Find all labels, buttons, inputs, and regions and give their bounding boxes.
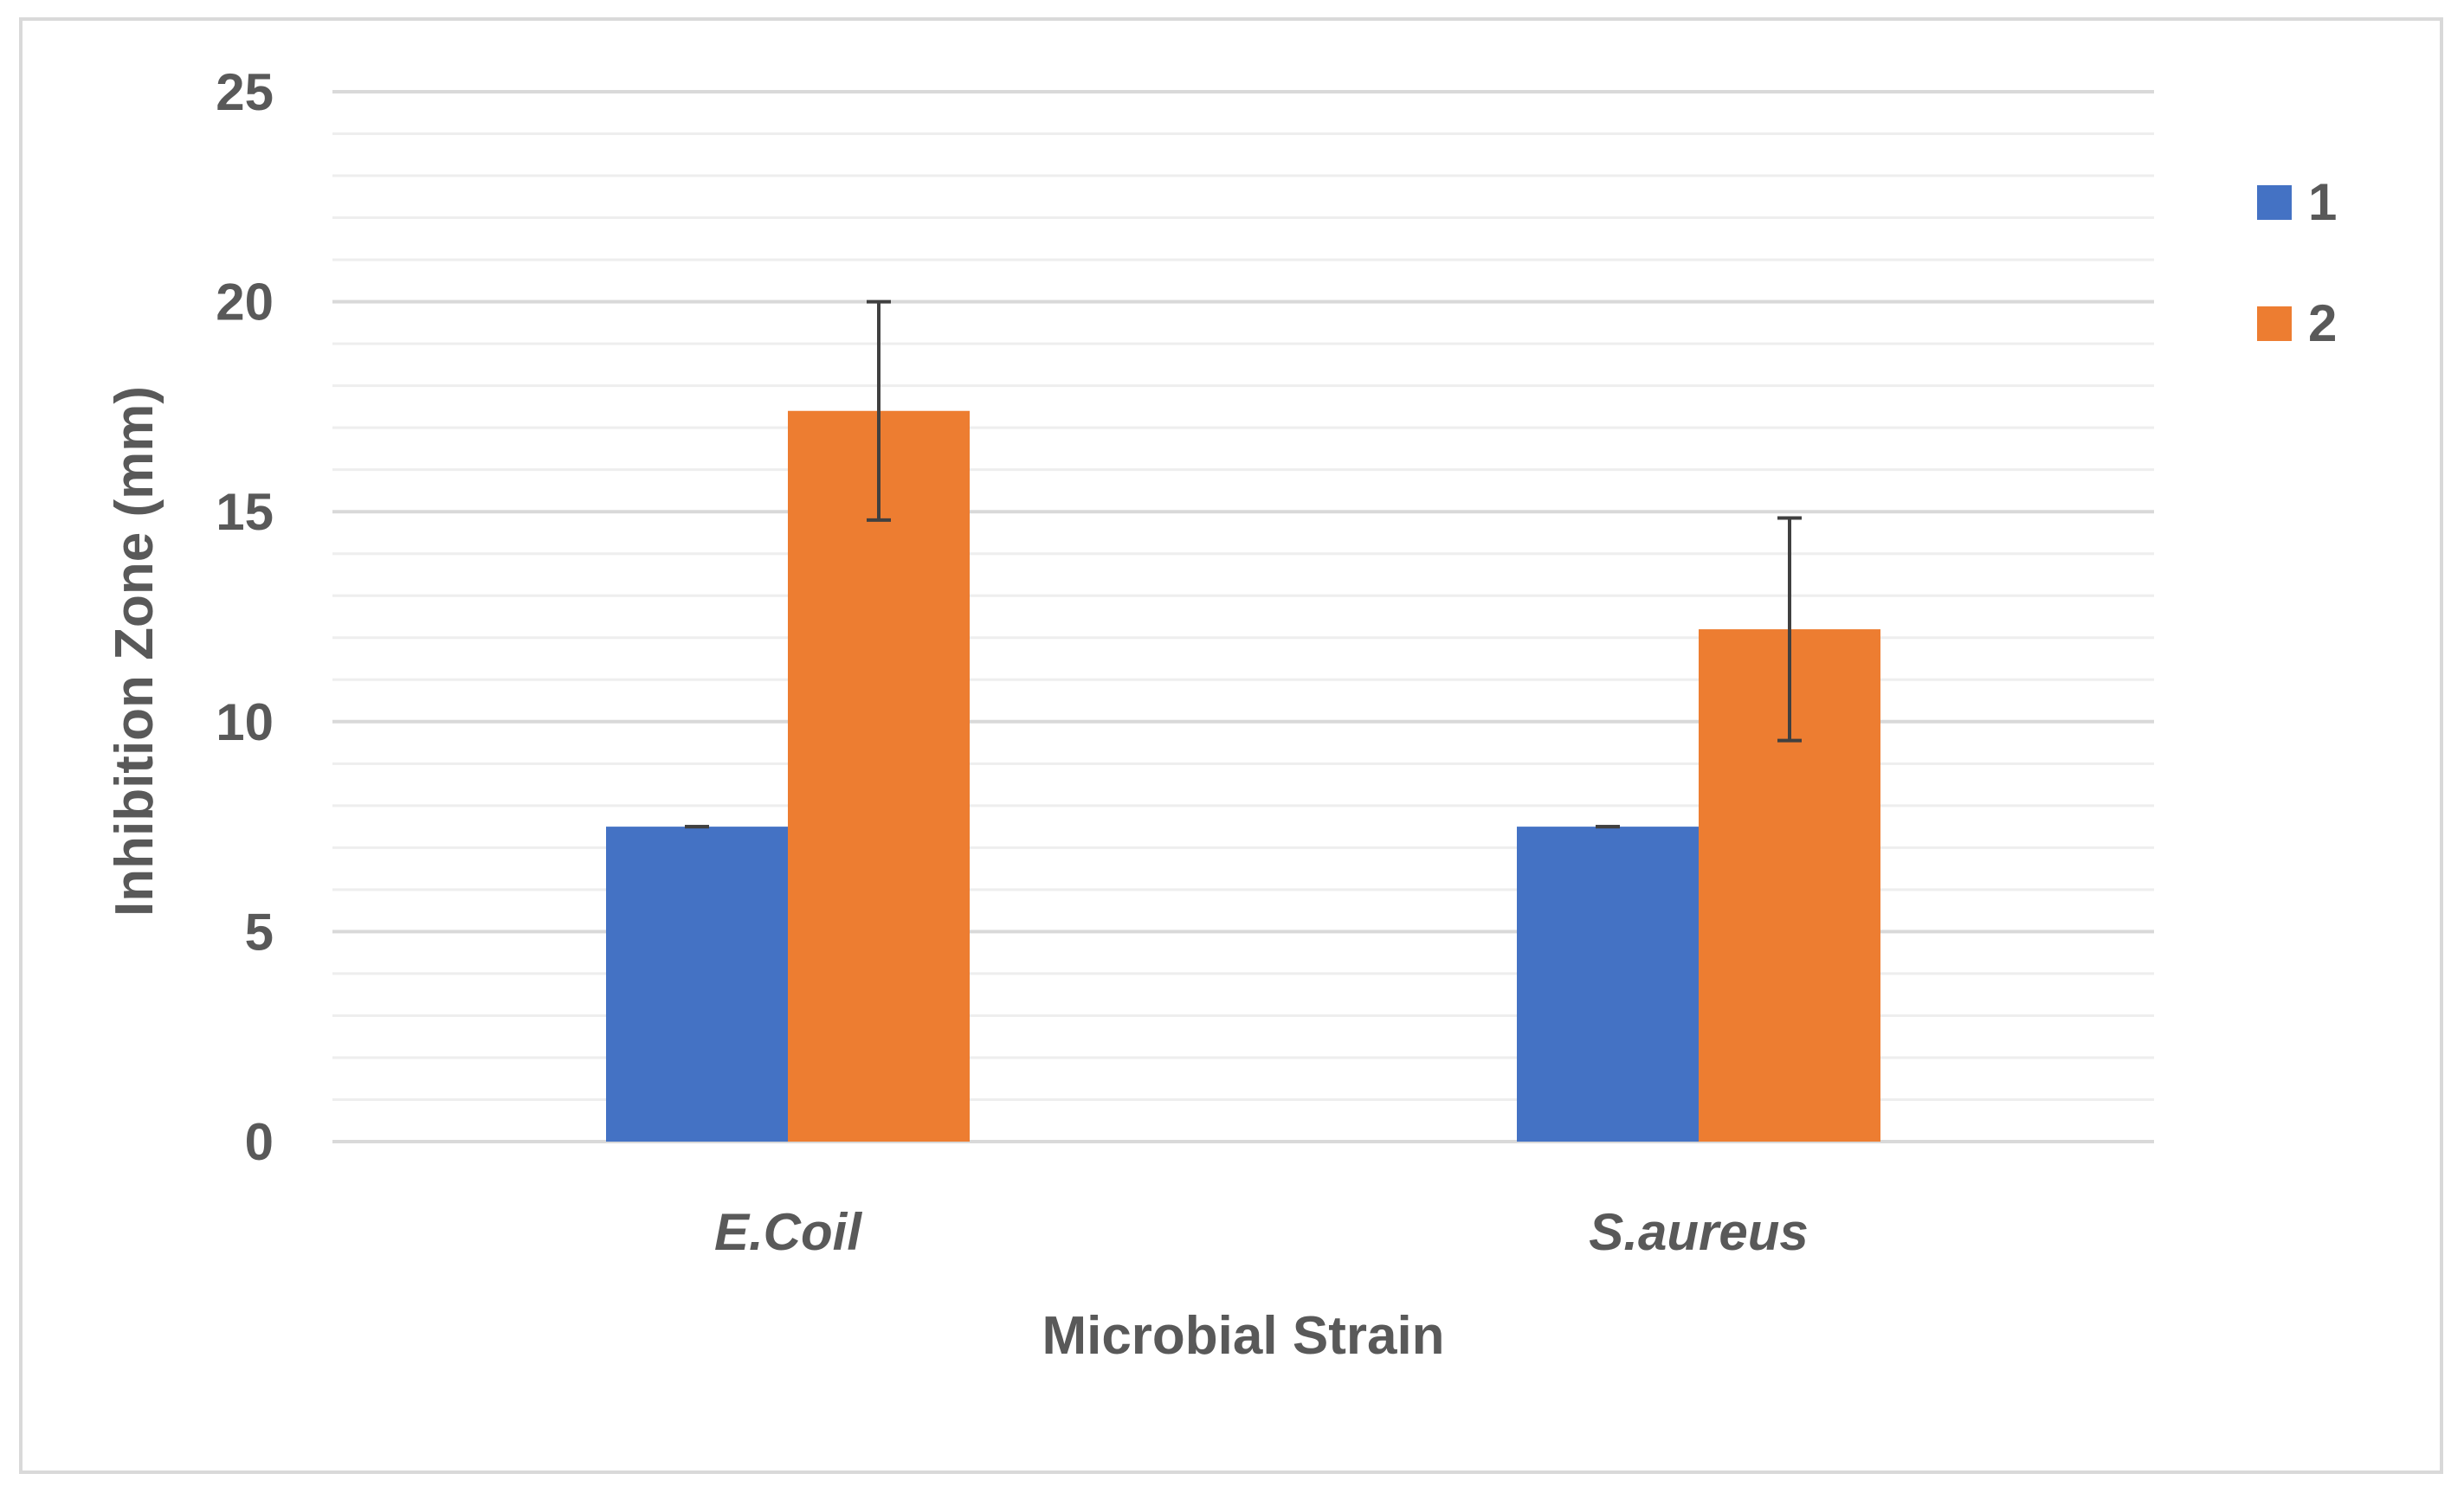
- y-tick-label: 0: [245, 1113, 274, 1171]
- y-tick-label: 5: [245, 903, 274, 961]
- y-axis-title: Inhibition Zone (mm): [105, 386, 164, 917]
- y-axis-ticks: 0 5 10 15 20 25: [216, 63, 274, 1171]
- gridlines: [332, 90, 2154, 1143]
- bar-chart: 0 5 10 15 20 25 E.Coil S.aureus Microbial Stra…: [105, 63, 2337, 1366]
- legend-label-1: 1: [2308, 173, 2337, 231]
- chart-frame: 0 5 10 15 20 25 E.Coil S.aureus Microbial Stra…: [19, 17, 2443, 1474]
- bar-series-2-1: [788, 410, 970, 1142]
- legend-label-2: 2: [2308, 294, 2337, 352]
- legend: 12: [2257, 173, 2337, 352]
- x-category-label: E.Coil: [714, 1203, 862, 1261]
- y-tick-label: 10: [216, 693, 274, 751]
- x-axis-title: Microbial Strain: [1042, 1306, 1444, 1366]
- y-tick-label: 20: [216, 274, 274, 331]
- y-tick-label: 15: [216, 483, 274, 541]
- x-axis-categories: E.Coil S.aureus: [714, 1203, 1809, 1261]
- bar-series-1-2: [1517, 827, 1699, 1142]
- error-bars: [685, 299, 1802, 829]
- x-category-label: S.aureus: [1589, 1203, 1808, 1261]
- legend-swatch-1: [2257, 185, 2292, 220]
- bar-series-1-1: [606, 827, 788, 1142]
- bars: [606, 410, 1880, 1142]
- legend-swatch-2: [2257, 306, 2292, 341]
- y-tick-label: 25: [216, 63, 274, 121]
